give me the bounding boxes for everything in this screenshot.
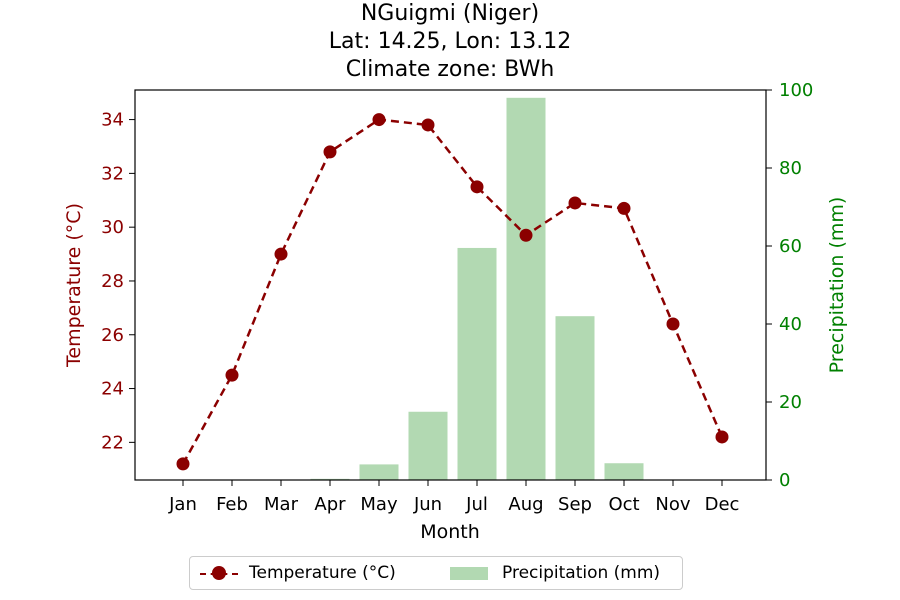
legend-precipitation-swatch	[450, 567, 488, 580]
precipitation-bar-may	[359, 464, 399, 480]
temperature-line-layer	[176, 113, 729, 471]
y-right-axis-label: Precipitation (mm)	[826, 197, 848, 374]
chart-title: NGuigmi (Niger) Lat: 14.25, Lon: 13.12 C…	[0, 0, 900, 84]
temperature-point-jul	[470, 180, 484, 194]
temperature-point-may	[372, 113, 386, 127]
x-tick-label: Nov	[655, 494, 690, 515]
chart-title-line-1: NGuigmi (Niger)	[360, 1, 540, 26]
y-left-tick-label: 24	[101, 379, 124, 400]
precipitation-bar-oct	[604, 463, 644, 480]
precipitation-bar-aug	[506, 97, 546, 481]
legend-temperature-label: Temperature (°C)	[249, 563, 396, 583]
temperature-point-apr	[323, 145, 337, 159]
y-right-tick-label: 40	[779, 314, 802, 335]
y-right-tick-label: 0	[779, 470, 790, 491]
x-tick-label: Sep	[558, 494, 592, 515]
y-left-tick-label: 28	[101, 271, 124, 292]
temperature-point-dec	[715, 430, 729, 444]
x-tick-label: Apr	[314, 494, 346, 515]
x-tick-label: Aug	[508, 494, 543, 515]
y-right-tick-label: 80	[779, 158, 802, 179]
temperature-point-feb	[225, 368, 239, 382]
temperature-line	[181, 118, 724, 465]
y-right-tick-label: 100	[779, 80, 813, 101]
x-tick-label: Mar	[264, 494, 299, 515]
x-tick-label: Jun	[413, 494, 442, 515]
precipitation-bars	[310, 97, 644, 481]
x-tick-label: Oct	[608, 494, 639, 515]
temperature-point-jan	[176, 457, 190, 471]
temperature-point-sep	[568, 196, 582, 210]
precipitation-bar-jun	[408, 411, 448, 480]
x-tick-label: Feb	[216, 494, 248, 515]
x-tick-label: May	[360, 494, 398, 515]
y-left-tick-label: 34	[101, 110, 124, 131]
x-tick-label: Dec	[705, 494, 740, 515]
temperature-point-mar	[274, 247, 288, 261]
chart-title-line-3: Climate zone: BWh	[345, 57, 555, 82]
plot-frame	[134, 89, 767, 481]
legend-precipitation-label: Precipitation (mm)	[502, 563, 661, 583]
temperature-point-oct	[617, 201, 631, 215]
temperature-point-nov	[666, 317, 680, 331]
x-tick-label: Jul	[465, 494, 488, 515]
temperature-point-jun	[421, 118, 435, 132]
y-left-tick-label: 26	[101, 325, 124, 346]
x-axis-label: Month	[420, 521, 480, 543]
chart-title-line-2: Lat: 14.25, Lon: 13.12	[328, 29, 572, 54]
y-right-tick-label: 60	[779, 236, 802, 257]
temperature-point-aug	[519, 228, 533, 242]
y-left-tick-label: 30	[101, 217, 124, 238]
x-axis-ticks: Jan Feb Mar Apr May Jun Jul Aug Sep Oct Nov Dec	[168, 480, 739, 515]
y-right-tick-label: 20	[779, 392, 802, 413]
legend: Temperature (°C) Precipitation (mm)	[189, 556, 683, 590]
y-left-tick-label: 32	[101, 163, 124, 184]
y-left-tick-label: 22	[101, 432, 124, 453]
precipitation-bar-jul	[457, 247, 497, 480]
x-tick-label: Jan	[168, 494, 197, 515]
precipitation-bar-sep	[555, 316, 595, 480]
y-left-axis-ticks: 22 24 26 28 30 32 34	[101, 110, 135, 453]
y-right-axis-ticks: 0 20 40 60 80 100	[766, 80, 813, 491]
y-left-axis-label: Temperature (°C)	[63, 203, 85, 368]
